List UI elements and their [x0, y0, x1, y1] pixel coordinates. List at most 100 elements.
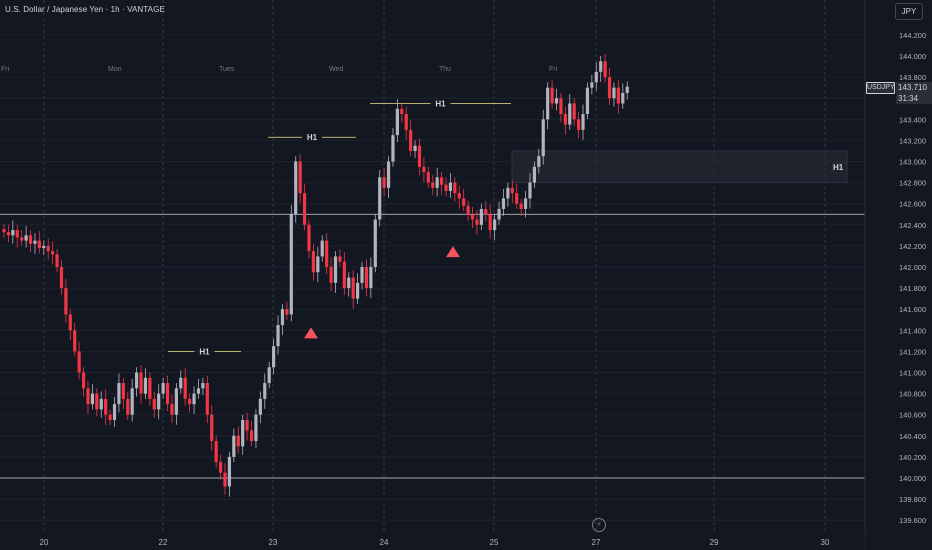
price-tick-label: 143.000 — [899, 158, 926, 167]
candle-body-31 — [139, 372, 143, 394]
candle-body-19 — [86, 388, 90, 405]
candle-body-43 — [192, 393, 196, 405]
candle-body-118 — [523, 198, 528, 209]
candle-body-77 — [342, 261, 346, 289]
h1-label-0: H1 — [199, 347, 210, 356]
price-tick-label: 141.400 — [899, 326, 926, 335]
marker-triangle-0 — [304, 327, 318, 339]
candle-body-63 — [280, 309, 285, 326]
candle-body-91 — [404, 114, 408, 130]
candle-body-65 — [289, 214, 293, 315]
candle-body-132 — [585, 87, 590, 115]
candle-body-92 — [409, 129, 413, 151]
candle-body-130 — [577, 119, 581, 130]
candle-body-28 — [126, 398, 130, 415]
currency-button[interactable]: JPY — [895, 3, 923, 20]
price-tick-label: 144.000 — [899, 52, 926, 61]
candle-body-49 — [218, 462, 223, 473]
candle-body-37 — [165, 383, 170, 405]
candle-body-57 — [254, 414, 258, 442]
price-tick-label: 141.600 — [899, 305, 926, 314]
markers — [304, 246, 460, 339]
candle-body-81 — [360, 267, 364, 283]
price-tick-label: 142.600 — [899, 200, 926, 209]
candle-body-141 — [625, 86, 629, 93]
candle-body-24 — [108, 414, 112, 420]
time-tick-label: 29 — [710, 538, 719, 547]
candle-body-136 — [603, 61, 607, 78]
candle-body-54 — [241, 419, 245, 447]
candle-body-122 — [541, 119, 545, 157]
price-tick-label: 142.800 — [899, 179, 926, 188]
candle-body-100 — [444, 184, 448, 192]
candle-body-2 — [11, 230, 15, 236]
weekday-label: Thu — [439, 66, 451, 73]
time-tick-label: 30 — [821, 538, 830, 547]
candle-body-86 — [382, 177, 386, 188]
candle-body-58 — [258, 398, 262, 415]
candle-body-68 — [302, 193, 307, 225]
candle-body-89 — [395, 108, 399, 136]
candle-body-32 — [143, 377, 148, 394]
candle-body-26 — [117, 383, 121, 405]
candle-body-117 — [519, 203, 523, 209]
candle-body-140 — [621, 92, 625, 104]
h1-label-1: H1 — [307, 133, 318, 142]
candle-body-5 — [24, 235, 28, 241]
candle-body-70 — [311, 251, 315, 273]
candle-body-114 — [506, 187, 510, 199]
candle-body-15 — [68, 314, 72, 331]
candle-body-66 — [294, 161, 298, 215]
candle-body-138 — [612, 87, 616, 99]
candle-body-7 — [33, 240, 37, 244]
last-price: 143.710 — [898, 83, 927, 92]
candle-body-10 — [46, 245, 50, 252]
candle-body-96 — [426, 172, 430, 183]
candle-body-38 — [170, 404, 174, 415]
candle-body-53 — [236, 435, 240, 447]
h1-label-2: H1 — [435, 99, 446, 108]
candle-body-17 — [77, 351, 81, 373]
candle-body-128 — [568, 103, 572, 125]
time-tick-label: 22 — [159, 538, 168, 547]
candle-body-48 — [214, 441, 218, 463]
candle-body-124 — [550, 87, 554, 104]
candle-body-14 — [64, 288, 68, 315]
candle-body-94 — [417, 145, 422, 167]
weekday-label: Fri — [549, 66, 558, 73]
candle-body-50 — [223, 472, 227, 487]
price-tick-label: 139.600 — [899, 516, 926, 525]
candle-body-80 — [356, 282, 360, 299]
time-axis[interactable]: 20 22 23 24 25 27 29 30 — [0, 532, 865, 550]
lightning-icon[interactable]: ⚡ — [592, 518, 606, 532]
horizontal-levels — [0, 213, 865, 479]
price-tick-label: 140.400 — [899, 432, 926, 441]
candle-body-52 — [232, 435, 236, 457]
weekday-label: Tues — [219, 66, 235, 73]
h1-zone: H1 — [511, 150, 848, 184]
h1-levels: H1 H1 H1 — [168, 99, 511, 356]
candle-body-39 — [174, 388, 178, 415]
candle-body-8 — [37, 240, 41, 249]
price-tick-label: 143.800 — [899, 73, 926, 82]
candle-body-44 — [196, 388, 201, 394]
candle-body-41 — [183, 377, 187, 399]
candle-body-35 — [157, 393, 161, 410]
price-tick-label: 140.000 — [899, 474, 926, 483]
candle-body-45 — [201, 383, 205, 389]
candle-body-103 — [457, 193, 461, 199]
candle-body-42 — [188, 398, 192, 405]
bar-countdown: 31:34 — [898, 94, 919, 103]
candle-body-51 — [227, 456, 232, 487]
candle-body-46 — [205, 383, 209, 415]
candle-body-72 — [320, 240, 324, 257]
candle-body-97 — [431, 182, 435, 188]
candle-body-73 — [325, 240, 329, 267]
candle-body-16 — [73, 330, 77, 352]
price-tick-label: 139.800 — [899, 495, 926, 504]
price-tick-label: 143.200 — [899, 136, 926, 145]
candle-body-129 — [572, 103, 576, 120]
candle-body-59 — [263, 383, 267, 399]
candle-body-76 — [338, 256, 342, 262]
